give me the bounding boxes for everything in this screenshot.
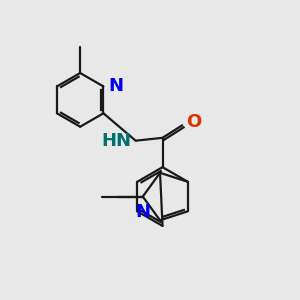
Text: O: O [187,113,202,131]
Text: HN: HN [101,132,131,150]
Text: N: N [109,77,124,95]
Text: N: N [135,203,150,221]
